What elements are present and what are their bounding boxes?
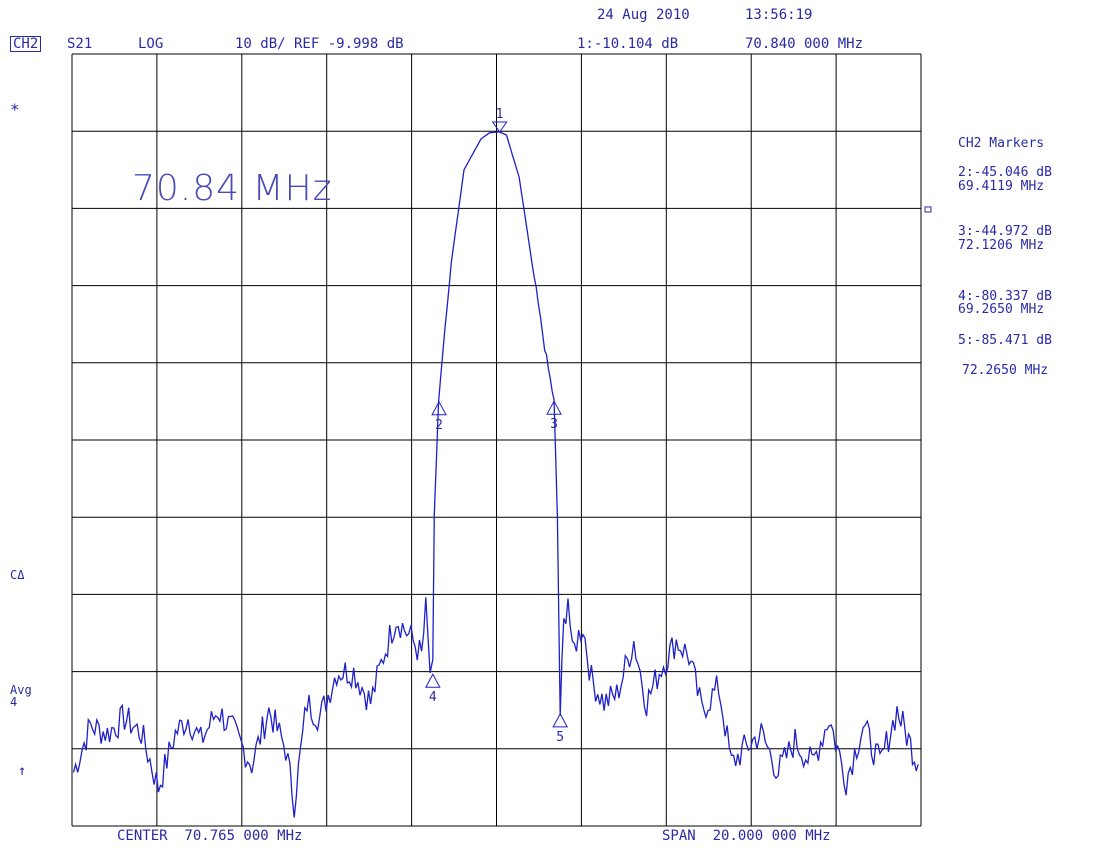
marker-1-label: 1: [496, 107, 504, 122]
channel-badge: CH2: [10, 36, 42, 52]
star-indicator: *: [10, 100, 20, 119]
cal-delta-label: CΔ: [10, 568, 25, 582]
marker-frequency: 70.840 000 MHz: [745, 36, 864, 52]
up-arrow-icon: ↑: [18, 763, 27, 779]
averaging-label: Avg: [10, 683, 32, 697]
marker-2-triangle: [431, 400, 447, 416]
markers-panel-title: CH2 Markers: [958, 136, 1045, 151]
marker-5-value: 5:-85.471 dB: [958, 333, 1052, 348]
parameter-label: S21: [67, 36, 93, 52]
graticule-grid: [71, 53, 922, 827]
center-frequency: CENTER 70.765 000 MHz: [117, 828, 303, 844]
marker-3-label: 3: [550, 417, 558, 432]
frequency-overlay: 70.84 MHz: [132, 168, 333, 209]
marker-4-value: 4:-80.337 dB: [958, 289, 1052, 304]
marker-readout: 1:-10.104 dB: [577, 36, 679, 52]
marker-3-value: 3:-44.972 dB: [958, 224, 1052, 239]
trace-line: [72, 131, 919, 818]
time-text: 13:56:19: [745, 7, 813, 23]
trace-layer: [72, 131, 919, 818]
marker-4-freq: 69.2650 MHz: [958, 302, 1045, 317]
marker-2-freq: 69.4119 MHz: [958, 179, 1045, 194]
marker-4-label: 4: [429, 690, 437, 705]
marker-4-triangle: [424, 673, 441, 688]
marker-5-label: 5: [556, 730, 564, 745]
marker-layer: 1 2 3 4 5: [424, 107, 569, 745]
reference-indicator: [924, 206, 932, 213]
marker-2-value: 2:-45.046 dB: [958, 165, 1052, 180]
marker-3-triangle: [546, 400, 562, 415]
date-text: 24 Aug 2010: [597, 7, 690, 23]
marker-5-triangle: [552, 712, 569, 728]
scale-reference: 10 dB/ REF -9.998 dB: [235, 36, 404, 52]
marker-5-freq: 72.2650 MHz: [962, 363, 1049, 378]
marker-1-triangle: [491, 121, 508, 133]
marker-2-label: 2: [435, 418, 443, 433]
format-label: LOG: [138, 36, 164, 52]
averaging-count: 4: [10, 695, 18, 709]
span-frequency: SPAN 20.000 000 MHz: [662, 828, 831, 844]
marker-3-freq: 72.1206 MHz: [958, 238, 1045, 253]
